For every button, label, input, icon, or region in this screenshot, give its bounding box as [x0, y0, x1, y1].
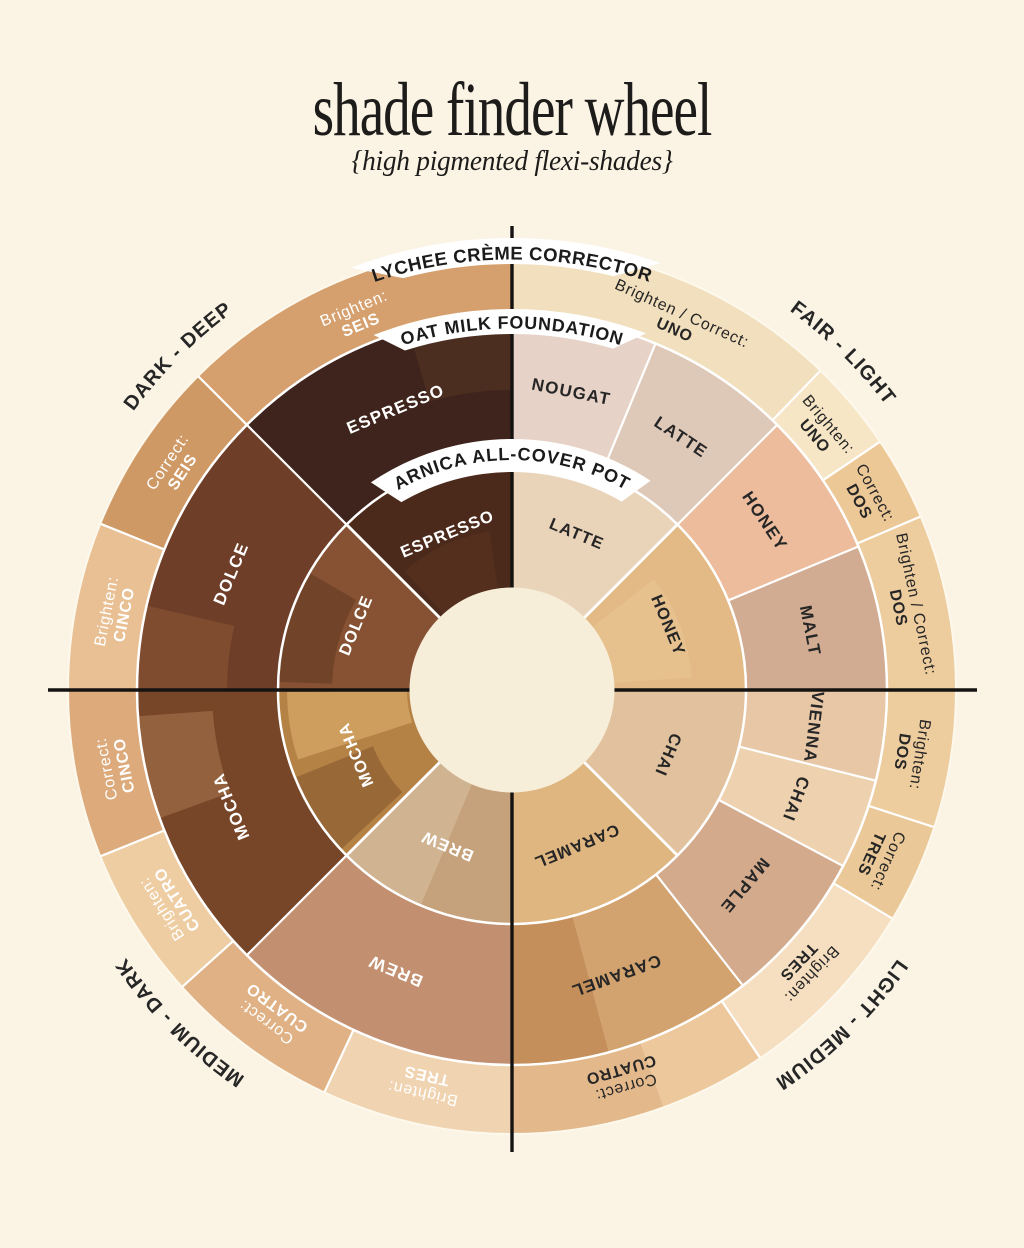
svg-text:Correct:TRES: Correct:TRES: [850, 821, 908, 893]
svg-text:{high pigmented flexi-shades}: {high pigmented flexi-shades}: [351, 145, 673, 177]
svg-text:shade finder wheel: shade finder wheel: [313, 67, 712, 152]
